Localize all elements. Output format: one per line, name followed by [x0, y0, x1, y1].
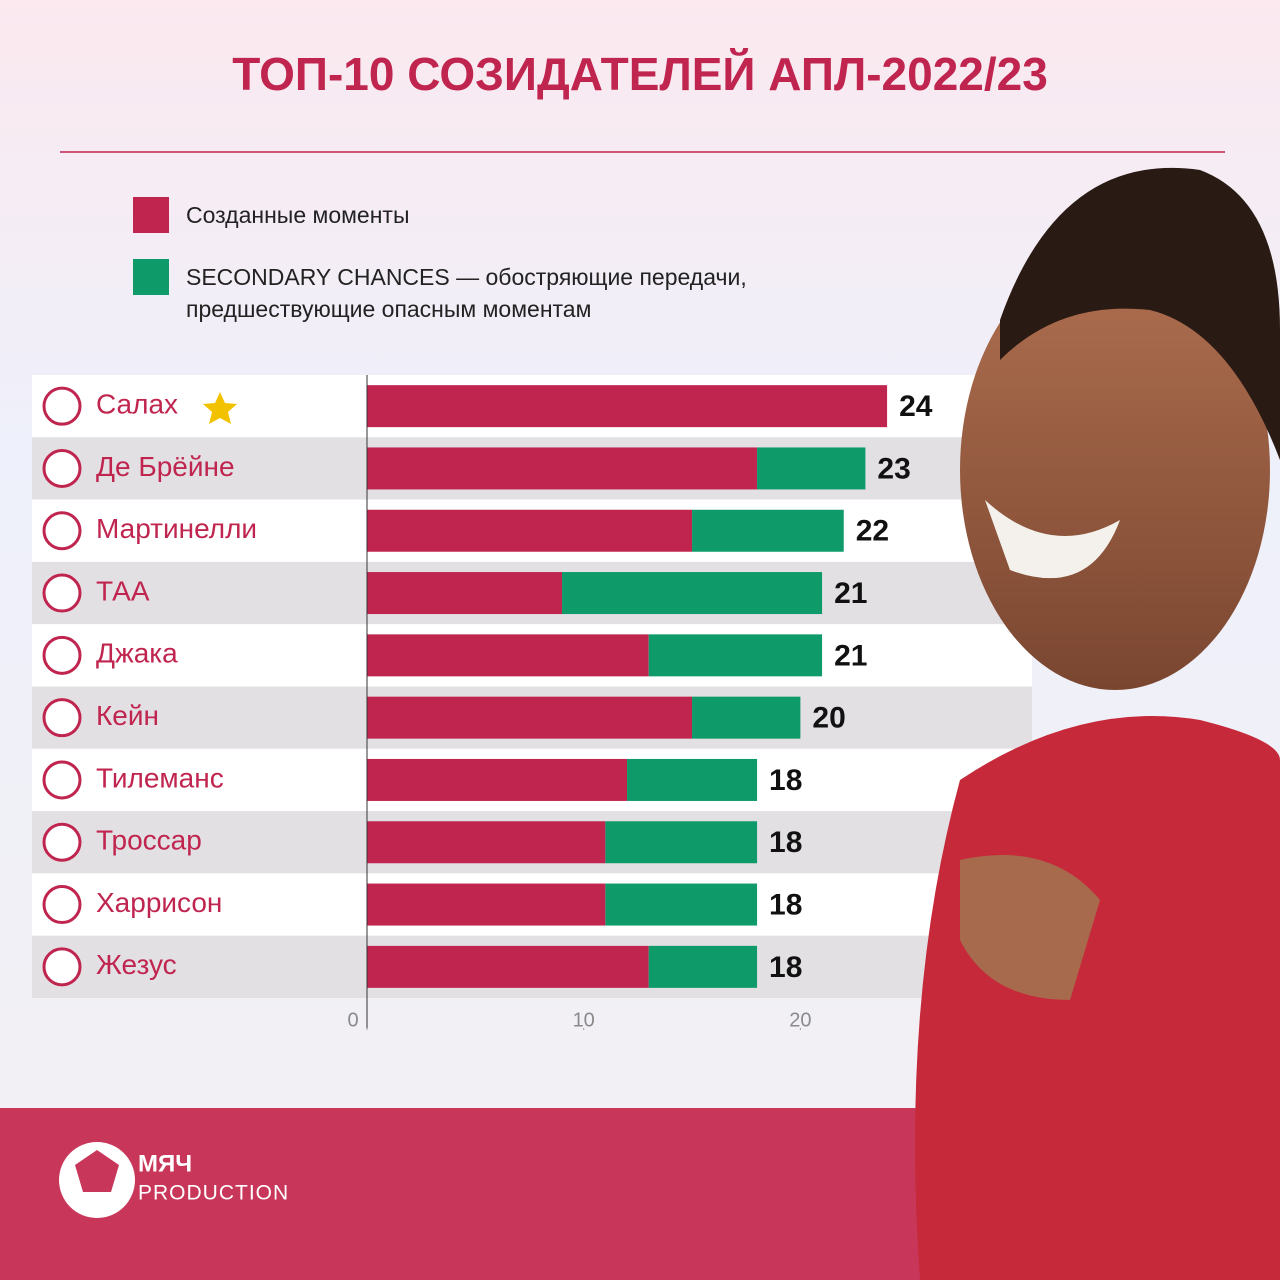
bar-segment: [367, 572, 563, 615]
player-name: Салах: [96, 389, 178, 420]
bar-segment: [605, 883, 758, 926]
legend-swatch: [133, 259, 169, 295]
bar-segment: [627, 758, 758, 801]
total-label: 18: [769, 888, 802, 921]
total-label: 22: [856, 515, 889, 548]
bar-segment: [692, 509, 844, 552]
club-logo: [42, 698, 82, 738]
x-tick-label: 20: [789, 1009, 811, 1031]
player-name: Жезус: [96, 949, 177, 980]
star-icon: [203, 392, 237, 424]
bar-segment: [648, 634, 823, 677]
player-name: Де Брёйне: [96, 451, 235, 482]
bar-segment: [367, 385, 888, 428]
club-logo: [42, 885, 82, 925]
bar-segment: [367, 509, 693, 552]
player-name: Троссар: [96, 825, 202, 856]
brand-logo-mark: [75, 1150, 119, 1192]
player-name: Кейн: [96, 700, 159, 731]
player-name: Мартинелли: [96, 513, 257, 544]
total-label: 24: [899, 390, 933, 423]
club-logo: [42, 635, 82, 675]
legend-label: Созданные моменты: [186, 202, 410, 228]
bar-segment: [692, 696, 801, 739]
legend-swatch: [133, 197, 169, 233]
club-logo: [42, 448, 82, 488]
bar-segment: [562, 572, 823, 615]
club-logo: [42, 573, 82, 613]
total-label: 20: [812, 702, 845, 735]
bar-segment: [605, 821, 758, 864]
legend-label: SECONDARY CHANCES — обостряющие передачи…: [186, 264, 747, 322]
bar-segment: [367, 883, 606, 926]
bar-segment: [367, 634, 649, 677]
club-logo: [42, 822, 82, 862]
x-tick-label: 10: [573, 1009, 595, 1031]
club-logo: [42, 386, 82, 426]
player-photo: [915, 167, 1280, 1280]
club-logo: [42, 760, 82, 800]
total-label: 18: [769, 951, 802, 984]
total-label: 21: [834, 577, 867, 610]
chart-title: ТОП-10 СОЗИДАТЕЛЕЙ АПЛ-2022/23: [232, 48, 1048, 100]
club-logo: [42, 511, 82, 551]
player-name: Харрисон: [96, 887, 222, 918]
bar-segment: [367, 758, 628, 801]
total-label: 21: [834, 639, 867, 672]
bar-segment: [757, 447, 866, 490]
player-name: Джака: [96, 638, 178, 669]
brand-name: МЯЧ: [138, 1150, 192, 1177]
bar-segment: [367, 696, 693, 739]
bar-segment: [648, 945, 758, 988]
bar-segment: [367, 945, 649, 988]
club-logo: [42, 947, 82, 987]
bar-segment: [367, 821, 606, 864]
player-name: Тилеманс: [96, 762, 224, 793]
total-label: 18: [769, 826, 802, 859]
player-name: ТАА: [96, 575, 150, 606]
total-label: 23: [877, 452, 910, 485]
x-tick-label: 0: [347, 1009, 358, 1031]
bar-segment: [367, 447, 758, 490]
brand-sub: PRODUCTION: [138, 1182, 289, 1205]
total-label: 18: [769, 764, 802, 797]
